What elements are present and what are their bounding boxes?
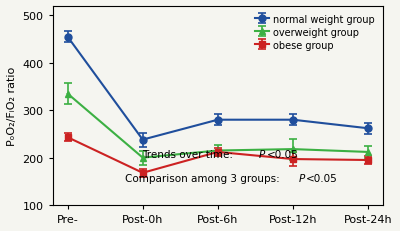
Text: P: P	[299, 173, 305, 183]
Text: Trends over time:: Trends over time:	[142, 150, 236, 160]
Text: <0.05: <0.05	[306, 173, 338, 183]
Legend: normal weight group, overweight group, obese group: normal weight group, overweight group, o…	[252, 12, 378, 53]
Text: <0.05: <0.05	[267, 150, 298, 160]
Y-axis label: PₒO₂/FᵢO₂ ratio: PₒO₂/FᵢO₂ ratio	[7, 67, 17, 146]
Text: P: P	[259, 150, 265, 160]
Text: Comparison among 3 groups:: Comparison among 3 groups:	[125, 173, 283, 183]
